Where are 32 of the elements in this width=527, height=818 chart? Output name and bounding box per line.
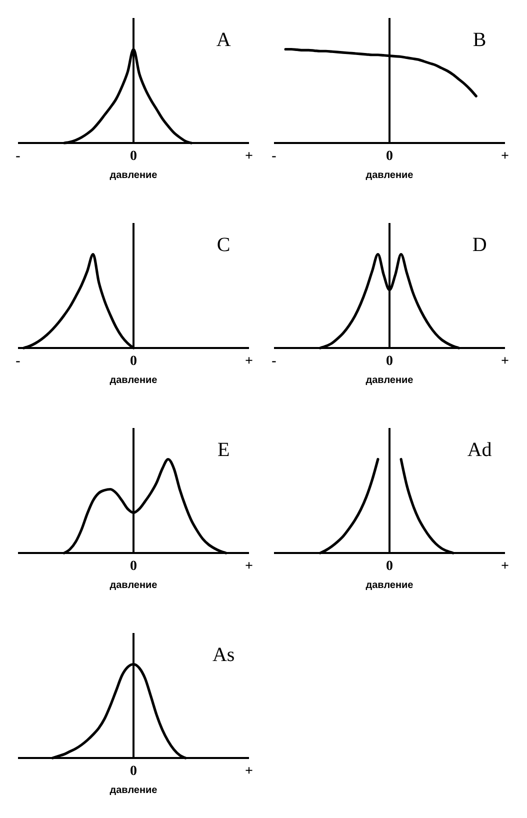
x-tick-label: + bbox=[245, 149, 254, 164]
x-tick-label: 0 bbox=[130, 764, 137, 779]
chart-title: A bbox=[216, 29, 232, 51]
x-axis-title: давление bbox=[366, 580, 414, 591]
chart-title: D bbox=[472, 234, 487, 256]
x-axis-title: давление bbox=[366, 375, 414, 386]
chart-title: B bbox=[472, 29, 486, 51]
chart-title: E bbox=[217, 439, 230, 461]
x-tick-label: 0 bbox=[130, 559, 137, 574]
x-tick-label: - bbox=[16, 149, 21, 164]
chart-title: Ad bbox=[467, 439, 492, 461]
x-axis-title: давление bbox=[110, 375, 158, 386]
x-tick-label: + bbox=[501, 354, 510, 369]
x-tick-label: 0 bbox=[386, 149, 393, 164]
x-tick-label: - bbox=[272, 149, 277, 164]
x-axis-title: давление bbox=[366, 170, 414, 181]
x-tick-label: + bbox=[245, 764, 254, 779]
x-tick-label: + bbox=[501, 559, 510, 574]
x-tick-label: - bbox=[272, 354, 277, 369]
x-tick-label: 0 bbox=[386, 559, 393, 574]
x-tick-label: 0 bbox=[386, 354, 393, 369]
x-tick-label: + bbox=[245, 559, 254, 574]
x-tick-label: + bbox=[245, 354, 254, 369]
x-tick-label: - bbox=[16, 354, 21, 369]
x-tick-label: 0 bbox=[130, 149, 137, 164]
x-tick-label: + bbox=[501, 149, 510, 164]
x-axis-title: давление bbox=[110, 170, 158, 181]
chart-title: As bbox=[212, 644, 235, 666]
x-axis-title: давление bbox=[110, 580, 158, 591]
x-axis-title: давление bbox=[110, 785, 158, 796]
x-tick-label: 0 bbox=[130, 354, 137, 369]
chart-title: C bbox=[216, 234, 230, 256]
